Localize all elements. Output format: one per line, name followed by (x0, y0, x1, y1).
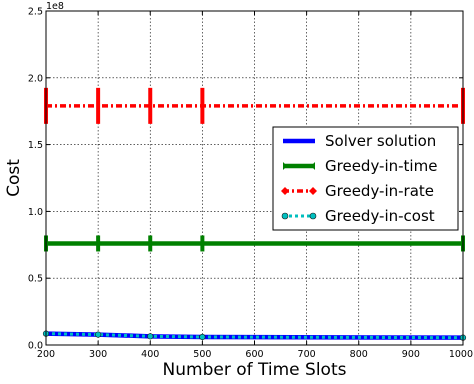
legend-label: Solver solution (325, 132, 436, 150)
y-tick-label: 1.0 (28, 207, 43, 218)
x-tick-label: 600 (245, 349, 263, 360)
data-point (199, 333, 206, 341)
x-tick-label: 500 (193, 349, 211, 360)
y-tick-label: 0.0 (28, 341, 43, 352)
series-layer (42, 87, 467, 341)
x-axis-label: Number of Time Slots (163, 360, 347, 380)
legend-marker (309, 187, 317, 195)
legend-label: Greedy-in-time (325, 157, 437, 175)
x-tick-label: 200 (37, 349, 55, 360)
y-tick-label: 0.5 (28, 274, 43, 285)
y-tick-label: 2.0 (28, 73, 43, 84)
legend-item: Greedy-in-rate (281, 182, 434, 200)
y-axis-ticks: 0.0 0.5 1.0 1.5 2.0 2.5 (28, 7, 463, 352)
legend-marker (283, 162, 287, 170)
y-tick-label: 2.5 (28, 7, 43, 18)
legend-item: Solver solution (283, 132, 436, 150)
legend-label: Greedy-in-rate (325, 182, 434, 200)
x-tick-label: 900 (402, 349, 420, 360)
legend-marker (309, 212, 317, 220)
legend-label: Greedy-in-cost (325, 207, 435, 225)
y-multiplier-label: 1e8 (46, 1, 64, 12)
x-tick-label: 700 (298, 349, 316, 360)
x-tick-label: 400 (141, 349, 159, 360)
legend-marker (281, 212, 289, 220)
legend-box (272, 126, 459, 231)
legend-item: Greedy-in-cost (281, 207, 435, 225)
x-tick-label: 300 (89, 349, 107, 360)
x-tick-label: 800 (350, 349, 368, 360)
data-point (147, 333, 154, 340)
legend: Solver solution Greedy-in-time Greedy-in-r… (272, 126, 459, 231)
y-axis-label: Cost (4, 159, 24, 197)
x-axis-ticks: 200 300 400 500 600 700 800 900 1000 (37, 11, 473, 360)
legend-marker (281, 187, 289, 195)
data-point (95, 331, 102, 338)
legend-marker (311, 162, 315, 170)
x-tick-label: 1000 (449, 349, 473, 360)
y-tick-label: 1.5 (28, 140, 43, 151)
legend-item: Greedy-in-time (283, 157, 437, 175)
